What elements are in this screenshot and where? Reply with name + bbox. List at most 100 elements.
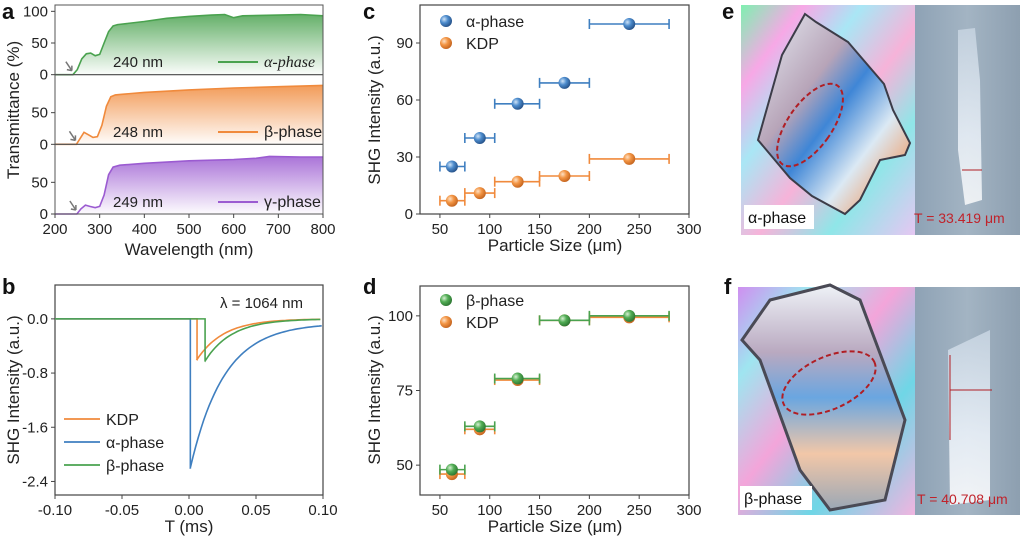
legend-marker-kdp-d — [440, 316, 452, 328]
panel-b-xtick-label: 0.05 — [241, 502, 270, 519]
panel-a-area-1 — [55, 85, 323, 145]
panel-c-ytick-label: 0 — [405, 206, 413, 223]
beta-crystal-edge — [948, 330, 990, 505]
panel-a-ytick-label: 0 — [40, 67, 48, 84]
panel-a-xtick-label: 800 — [310, 221, 335, 238]
panel-d-xtick-label: 200 — [577, 502, 602, 519]
panel-d-xtick-label: 100 — [477, 502, 502, 519]
panel-d-ytick-label: 75 — [396, 383, 413, 400]
panel-b-xlabel: T (ms) — [165, 517, 214, 536]
panel-label-f: f — [724, 274, 732, 299]
panel-d-ylabel: SHG Intensity (a.u.) — [365, 315, 384, 464]
panel-c-xtick-label: 300 — [676, 221, 701, 238]
panel-e-alpha-crystal-images: α-phase T = 33.419 μm — [741, 5, 1020, 235]
legend-label-beta: β-phase — [264, 124, 322, 141]
panel-c-xtick-label: 150 — [527, 221, 552, 238]
panel-label-e: e — [722, 0, 734, 24]
panel-d-point-β-phase — [445, 463, 458, 476]
panel-d-ytick-label: 50 — [396, 457, 413, 474]
panel-b-wavelength-annotation: λ = 1064 nm — [220, 295, 303, 312]
panel-b-series-KDP — [55, 318, 321, 361]
beta-label-box — [740, 486, 812, 510]
legend-marker-alpha-c — [440, 15, 452, 27]
legend-label-kdp-d: KDP — [466, 315, 499, 332]
panel-a-xlabel: Wavelength (nm) — [125, 240, 254, 259]
beta-phase-image-label: β-phase — [744, 491, 802, 508]
legend-label-kdp: KDP — [106, 412, 139, 429]
panel-a-xtick-label: 300 — [87, 221, 112, 238]
beta-highlight-ellipse — [781, 350, 877, 416]
panel-b-frame — [54, 284, 324, 496]
panel-a-ytick-label: 50 — [31, 105, 48, 122]
panel-c-point-KDP — [445, 194, 458, 207]
panel-b-series-β-phase — [55, 318, 321, 363]
beta-crystal-shape — [740, 283, 907, 512]
panel-c-xtick-label: 50 — [432, 221, 449, 238]
panel-b-ylabel: SHG Intensity (a.u.) — [4, 315, 23, 464]
panel-c-point-α-phase — [511, 97, 524, 110]
panel-b-xtick-label: 0.10 — [308, 502, 337, 519]
panel-a-xtick-label: 200 — [42, 221, 67, 238]
legend-label-alpha: α-phase — [264, 54, 315, 71]
alpha-thickness-label: T = 33.419 μm — [914, 210, 1005, 226]
panel-a-area-0 — [55, 14, 323, 75]
panel-b-ytick-label: -2.4 — [22, 473, 48, 490]
legend-label-alpha-b: α-phase — [106, 435, 164, 452]
panel-c-point-KDP — [623, 152, 636, 165]
panel-a-ylabel: Transmittance (%) — [4, 41, 23, 179]
alpha-crystal-shape — [756, 12, 912, 216]
panel-b-xtick-label: -0.05 — [105, 502, 139, 519]
panel-c-point-KDP — [511, 175, 524, 188]
panel-c-xtick-label: 100 — [477, 221, 502, 238]
alpha-label-box — [744, 205, 814, 229]
panel-c-ylabel: SHG Intensity (a.u.) — [365, 35, 384, 184]
panel-b-ytick-label: -0.8 — [22, 365, 48, 382]
panel-label-b: b — [2, 274, 15, 299]
panel-d-xtick-label: 150 — [527, 502, 552, 519]
panel-b-xtick-label: 0.00 — [174, 502, 203, 519]
panel-c-xlabel: Particle Size (μm) — [488, 236, 622, 255]
panel-d-point-β-phase — [511, 372, 524, 385]
panel-a-xtick-label: 400 — [132, 221, 157, 238]
panel-a-cutoff-alpha: 240 nm — [113, 54, 163, 71]
panel-f-beta-crystal-images: β-phase T = 40.708 μm — [738, 283, 1020, 515]
panel-a-ytick-label: 50 — [31, 35, 48, 52]
panel-a-xtick-label: 500 — [176, 221, 201, 238]
panel-c-xtick-label: 200 — [577, 221, 602, 238]
cutoff-arrowhead-icon — [70, 135, 77, 142]
panel-a-ytick-label: 100 — [23, 3, 48, 20]
panel-d-xtick-label: 300 — [676, 502, 701, 519]
alpha-crystal-edge — [958, 28, 982, 205]
panel-a-ytick-label: 50 — [31, 174, 48, 191]
panel-b-series-α-phase — [55, 318, 322, 469]
panel-a-line-2 — [55, 155, 323, 215]
panel-a-cutoff-gamma: 249 nm — [113, 194, 163, 211]
alpha-highlight-ellipse — [776, 82, 844, 168]
panel-a-xtick-label: 600 — [221, 221, 246, 238]
panel-label-c: c — [363, 0, 375, 24]
cutoff-arrow-icon — [65, 61, 73, 72]
panel-a-cutoff-beta: 248 nm — [113, 124, 163, 141]
cutoff-arrowhead-icon — [70, 205, 77, 211]
panel-c-ytick-label: 60 — [396, 92, 413, 109]
panel-c-ytick-label: 90 — [396, 35, 413, 52]
panel-b-shg-decay-chart: -0.10 -0.05 0.00 0.05 0.10 0.0 -0.8 -1.6 -2.4 SH… — [4, 284, 338, 536]
panel-c-point-KDP — [473, 187, 486, 200]
beta-thickness-label: T = 40.708 μm — [917, 491, 1008, 507]
panel-label-a: a — [2, 0, 15, 24]
panel-c-point-α-phase — [473, 132, 486, 144]
panel-c-ytick-label: 30 — [396, 149, 413, 166]
panel-a-area-2 — [55, 156, 323, 214]
cutoff-arrow-icon — [68, 130, 77, 141]
panel-c-point-α-phase — [558, 76, 571, 89]
panel-c-xtick-label: 250 — [627, 221, 652, 238]
legend-label-kdp-c: KDP — [466, 36, 499, 53]
panel-d-xtick-label: 250 — [627, 502, 652, 519]
alpha-phase-image-label: α-phase — [748, 210, 806, 227]
legend-label-gamma: γ-phase — [264, 194, 321, 211]
legend-label-beta-b: β-phase — [106, 458, 164, 475]
cutoff-arrowhead-icon — [66, 65, 73, 72]
panel-a-line-1 — [55, 84, 324, 146]
panel-b-ytick-label: -1.6 — [22, 419, 48, 436]
